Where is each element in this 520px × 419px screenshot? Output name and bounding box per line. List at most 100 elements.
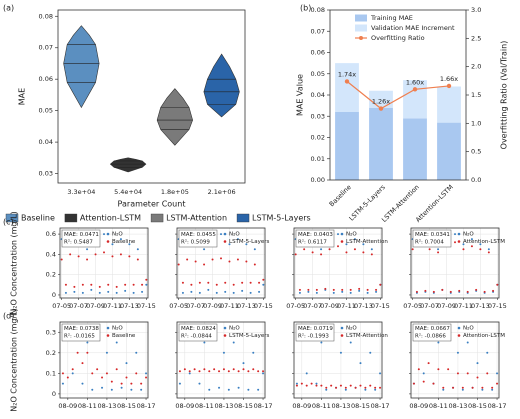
y-tick-label: 0.08 [39, 12, 53, 20]
data-point [73, 285, 76, 288]
data-point [73, 290, 76, 293]
data-point [215, 291, 218, 294]
legend-marker [457, 326, 461, 330]
data-point [369, 384, 372, 387]
annotation: MAE: 0.0667 [415, 326, 450, 332]
x-tick-label: 07-15 [254, 302, 273, 310]
annotation-box [412, 229, 452, 248]
data-point [492, 289, 495, 292]
data-point [303, 248, 306, 251]
data-point [437, 251, 440, 254]
annotation: MAE: 0.0824 [181, 326, 216, 332]
legend-marker [340, 334, 344, 337]
data-point [181, 291, 184, 294]
data-point [337, 233, 339, 236]
violin [156, 88, 193, 146]
annotation-box [295, 323, 335, 342]
y-tick-label: 0.02 [311, 134, 325, 142]
data-point [379, 283, 382, 286]
data-point [424, 289, 427, 292]
data-point [442, 386, 445, 389]
x-tick-label: 07-07 [186, 302, 205, 310]
plot-frame [176, 227, 266, 299]
data-point [222, 368, 225, 371]
legend-label: LSTM-5-Layers [229, 239, 269, 245]
bar [335, 112, 359, 180]
data-point [198, 370, 201, 373]
x-tick-label: 07-11 [454, 302, 473, 310]
data-point [186, 258, 189, 261]
data-point [218, 386, 221, 389]
data-point [353, 238, 356, 241]
data-point [300, 382, 303, 385]
x-tick-label: 08-09 [409, 402, 428, 410]
data-point [294, 253, 297, 256]
data-point [247, 388, 250, 391]
data-point [98, 291, 101, 294]
x-tick-label: 07-07 [303, 302, 322, 310]
data-point [295, 382, 298, 385]
data-point [305, 384, 308, 387]
data-point [487, 251, 490, 254]
data-point [81, 382, 84, 385]
y-tick-label: 0.06 [311, 49, 325, 57]
violin [63, 25, 100, 109]
bar [437, 122, 461, 180]
data-point [245, 260, 248, 263]
data-point [132, 283, 135, 286]
data-point [328, 248, 331, 251]
x-tick-label: 07-13 [471, 302, 490, 310]
x-tick-label: 07-13 [354, 302, 373, 310]
data-point [64, 283, 67, 286]
legend-label: N₂O [229, 326, 240, 332]
x-tick-label: 07-05 [52, 302, 71, 310]
x-tick-label: 08-15 [234, 402, 253, 410]
panel-label: (a) [3, 4, 14, 13]
y-tick-label: 0.04 [311, 91, 325, 99]
data-point [203, 341, 206, 344]
plot-frame [176, 321, 266, 399]
data-point [128, 243, 131, 246]
data-point [124, 289, 127, 292]
x-tick-label: 07-15 [371, 302, 390, 310]
y-tick-label: 2.0 [471, 63, 481, 71]
data-point [374, 386, 377, 389]
legend-label: Attention-LSTM [463, 239, 505, 245]
data-point [320, 384, 323, 387]
legend-marker [223, 334, 227, 337]
data-point [337, 245, 339, 248]
data-point [145, 372, 148, 375]
value-label: 1.74x [338, 70, 356, 78]
ratio-marker [446, 83, 452, 89]
data-point [90, 283, 93, 286]
data-point [207, 281, 210, 284]
data-point [111, 243, 114, 246]
x-tick-label: 08-11 [429, 402, 448, 410]
data-point [110, 388, 113, 391]
x-tick-label: 3.3e+04 [67, 188, 95, 196]
data-point [124, 283, 127, 286]
data-point [491, 386, 494, 389]
data-point [339, 351, 342, 354]
data-point [369, 351, 372, 354]
x-tick-label: 07-11 [220, 302, 239, 310]
y-tick-label: 0.01 [311, 155, 325, 163]
x-tick-label: 08-17 [137, 402, 156, 410]
ratio-line [346, 80, 450, 110]
data-point [252, 351, 255, 354]
data-point [339, 384, 342, 387]
data-point [320, 341, 323, 344]
data-point [77, 255, 80, 258]
value-label: 1.66x [440, 75, 458, 83]
legend-label: N₂O [112, 326, 123, 332]
data-point [66, 376, 69, 379]
x-tick-label: 08-13 [214, 402, 233, 410]
y-tick-label: 0.07 [311, 27, 325, 35]
legend-marker [106, 334, 110, 337]
data-point [236, 238, 239, 241]
data-point [177, 263, 180, 266]
data-point [241, 281, 244, 284]
annotation-box [178, 229, 218, 248]
data-point [136, 258, 139, 261]
